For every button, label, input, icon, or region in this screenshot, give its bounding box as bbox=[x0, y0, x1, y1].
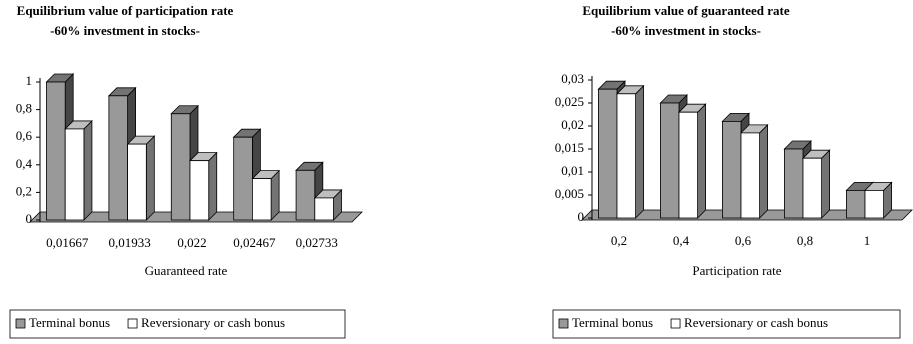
bar bbox=[802, 149, 831, 219]
legend-box bbox=[552, 309, 901, 339]
bar-side bbox=[83, 119, 93, 221]
x-tick-label: 0,02467 bbox=[233, 235, 276, 250]
y-tick-label: 0 bbox=[578, 209, 585, 224]
legend-swatch bbox=[670, 318, 681, 329]
bar-front bbox=[314, 197, 334, 221]
y-tick-label: 0,4 bbox=[16, 156, 33, 171]
legend-swatch bbox=[127, 318, 138, 329]
bar bbox=[189, 151, 218, 221]
bar-side bbox=[208, 151, 218, 221]
bar-side bbox=[270, 169, 280, 221]
y-tick-label: 0,01 bbox=[561, 163, 584, 178]
y-tick-label: 0,2 bbox=[16, 183, 32, 198]
bar-front bbox=[616, 93, 637, 219]
bar bbox=[740, 123, 769, 219]
chart-subtitle: -60% investment in stocks- bbox=[611, 23, 761, 38]
bar-front bbox=[598, 88, 618, 219]
legend-label: Reversionary or cash bonus bbox=[141, 315, 285, 330]
y-tick-label: 0,015 bbox=[555, 140, 584, 155]
bar-front bbox=[722, 121, 742, 219]
bar bbox=[864, 181, 893, 219]
bar-front bbox=[189, 160, 210, 221]
bar-front bbox=[170, 113, 191, 221]
x-axis-title: Guaranteed rate bbox=[145, 263, 228, 278]
bar-side bbox=[145, 135, 155, 221]
bar-front bbox=[108, 95, 128, 221]
bar-side bbox=[759, 123, 768, 219]
x-tick-label: 0,02733 bbox=[296, 235, 338, 250]
chart-title: Equilibrium value of guaranteed rate bbox=[582, 3, 790, 18]
legend-label: Terminal bonus bbox=[572, 315, 653, 330]
bar bbox=[313, 188, 343, 221]
y-tick-label: 0,8 bbox=[16, 101, 32, 116]
bar-front bbox=[846, 189, 866, 219]
legend-box bbox=[9, 309, 346, 339]
x-tick-label: 0,2 bbox=[611, 233, 627, 248]
x-tick-label: 0,6 bbox=[735, 233, 752, 248]
bar-front bbox=[46, 81, 66, 221]
bar-front bbox=[802, 157, 823, 219]
bar-front bbox=[784, 148, 804, 219]
bar-front bbox=[251, 178, 272, 221]
bar-front bbox=[295, 169, 316, 221]
bar bbox=[251, 169, 281, 221]
chart: Equilibrium value of guaranteed rate -60%… bbox=[552, 3, 913, 339]
bar-side bbox=[821, 149, 830, 219]
bar-front bbox=[678, 111, 699, 219]
bar-front bbox=[864, 189, 885, 219]
bar-front bbox=[233, 136, 253, 221]
x-tick-label: 0,01933 bbox=[108, 235, 150, 250]
y-tick-label: 0,025 bbox=[555, 94, 584, 109]
legend-label: Reversionary or cash bonus bbox=[684, 315, 828, 330]
chart: Equilibrium value of participation rate -… bbox=[9, 3, 363, 339]
y-tick-label: 0,02 bbox=[561, 117, 584, 132]
bar-front bbox=[64, 128, 85, 221]
x-tick-label: 0,4 bbox=[673, 233, 690, 248]
chart-title: Equilibrium value of participation rate bbox=[17, 3, 234, 18]
y-tick-label: 0,005 bbox=[555, 186, 584, 201]
bar-front bbox=[127, 143, 147, 221]
y-tick-label: 0,6 bbox=[16, 128, 33, 143]
bar-front bbox=[740, 132, 761, 219]
bar bbox=[678, 103, 707, 219]
x-tick-label: 0,8 bbox=[797, 233, 813, 248]
legend-swatch bbox=[15, 318, 26, 329]
bar-side bbox=[635, 84, 644, 219]
bar bbox=[126, 135, 156, 221]
y-tick-label: 0 bbox=[26, 211, 33, 226]
x-tick-label: 0,022 bbox=[177, 235, 206, 250]
bar bbox=[616, 84, 645, 219]
legend-label: Terminal bonus bbox=[29, 315, 110, 330]
y-tick-label: 1 bbox=[26, 73, 33, 88]
bar-front bbox=[660, 102, 680, 219]
x-tick-label: 0,01667 bbox=[46, 235, 89, 250]
x-tick-label: 1 bbox=[864, 233, 871, 248]
y-tick-label: 0,03 bbox=[561, 71, 584, 86]
legend-swatch bbox=[558, 318, 569, 329]
x-axis-title: Participation rate bbox=[692, 263, 781, 278]
chart-subtitle: -60% investment in stocks- bbox=[50, 23, 200, 38]
bar-side bbox=[697, 103, 706, 219]
bar bbox=[64, 119, 93, 221]
